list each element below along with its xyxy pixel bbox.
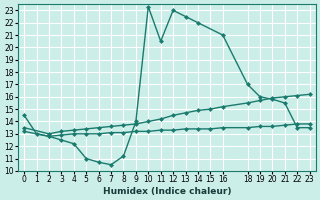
X-axis label: Humidex (Indice chaleur): Humidex (Indice chaleur): [103, 187, 231, 196]
